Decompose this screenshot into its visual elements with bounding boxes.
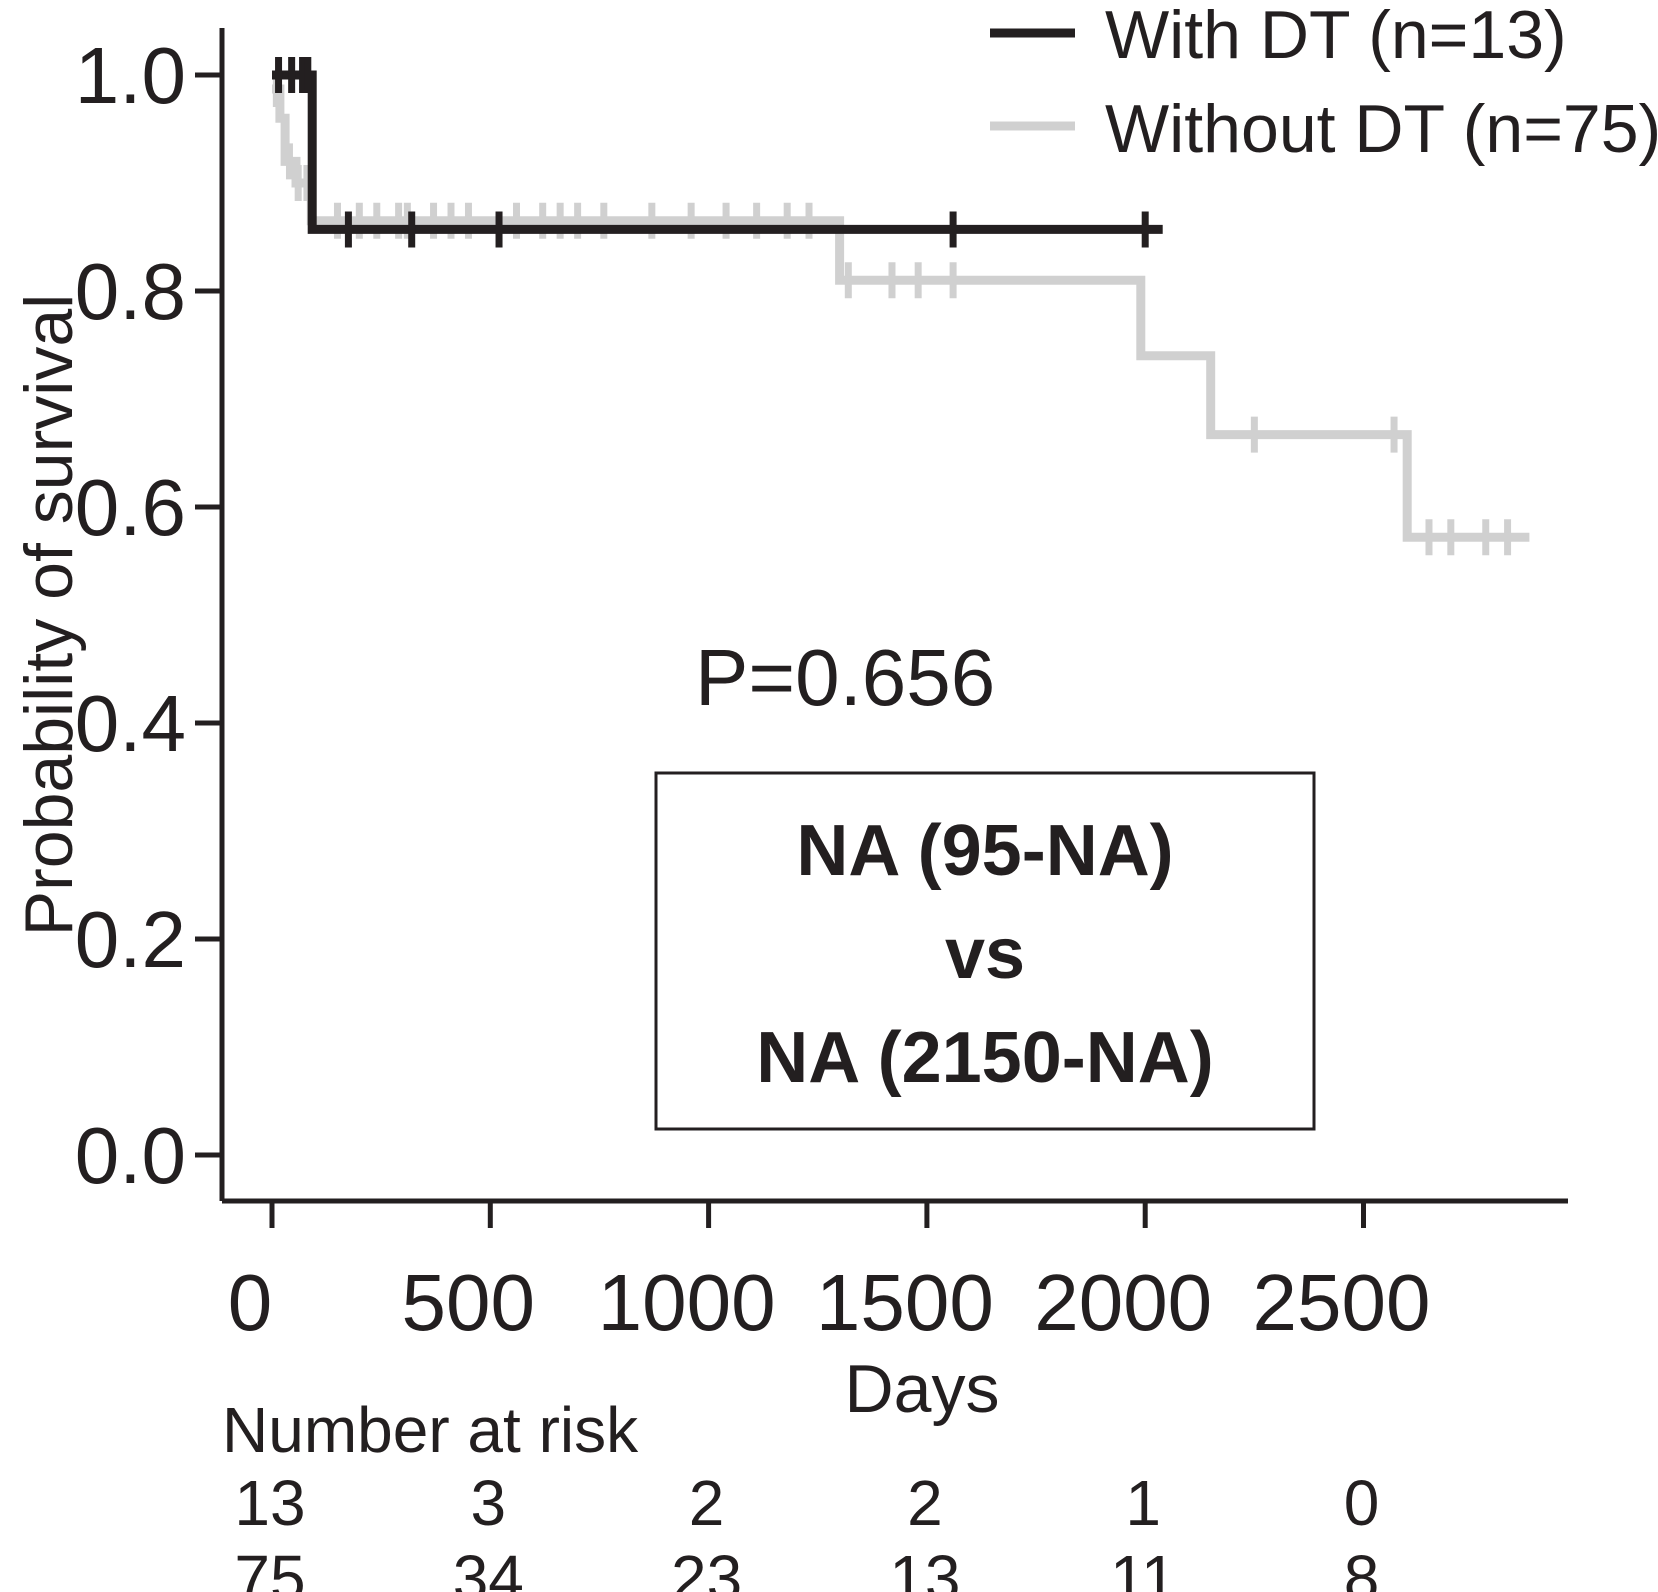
risk-count: 8	[1344, 1542, 1380, 1592]
risk-table-title: Number at risk	[222, 1394, 639, 1466]
y-tick-label: 1.0	[75, 31, 186, 120]
x-tick-label: 500	[402, 1258, 535, 1347]
y-axis-ticks: 0.0 0.2 0.4 0.6 0.8 1.0	[75, 31, 222, 1200]
x-axis-title: Days	[845, 1351, 1000, 1427]
x-tick-label: 0	[228, 1258, 273, 1347]
risk-count: 34	[453, 1542, 524, 1592]
median-survival-box: NA (95-NA) vs NA (2150-NA)	[654, 771, 1316, 1131]
x-axis-ticks: 0 500 1000 1500 2000 2500	[228, 1201, 1431, 1347]
risk-count: 23	[671, 1542, 742, 1592]
y-tick-label: 0.6	[75, 463, 186, 552]
y-axis-title: Probability of survival	[11, 294, 87, 936]
y-tick-label: 0.2	[75, 895, 186, 984]
risk-count: 13	[889, 1542, 960, 1592]
median-line-2: vs	[945, 914, 1025, 994]
survival-curves	[272, 57, 1530, 556]
p-value-annotation: P=0.656	[695, 633, 995, 722]
risk-count: 2	[689, 1467, 725, 1539]
x-tick-label: 1500	[816, 1258, 994, 1347]
risk-count: 0	[1344, 1467, 1380, 1539]
risk-table: 13 3 2 2 1 0 75 34 23 13 11 8	[234, 1467, 1379, 1592]
y-tick-label: 0.8	[75, 247, 186, 336]
legend-label-without-dt: Without DT (n=75)	[1105, 91, 1658, 167]
risk-count: 2	[907, 1467, 943, 1539]
median-box-border	[654, 771, 1316, 1131]
x-tick-label: 1000	[598, 1258, 776, 1347]
risk-count: 11	[1110, 1542, 1176, 1592]
risk-count: 1	[1125, 1467, 1161, 1539]
median-line-3: NA (2150-NA)	[756, 1018, 1213, 1098]
legend: With DT (n=13) Without DT (n=75)	[990, 0, 1658, 167]
legend-label-with-dt: With DT (n=13)	[1105, 0, 1567, 73]
y-tick-label: 0.4	[75, 679, 186, 768]
x-tick-label: 2000	[1034, 1258, 1212, 1347]
risk-count: 75	[234, 1542, 305, 1592]
y-tick-label: 0.0	[75, 1111, 186, 1200]
risk-count: 3	[471, 1467, 507, 1539]
median-line-1: NA (95-NA)	[796, 811, 1173, 891]
risk-count: 13	[234, 1467, 305, 1539]
x-tick-label: 2500	[1253, 1258, 1431, 1347]
